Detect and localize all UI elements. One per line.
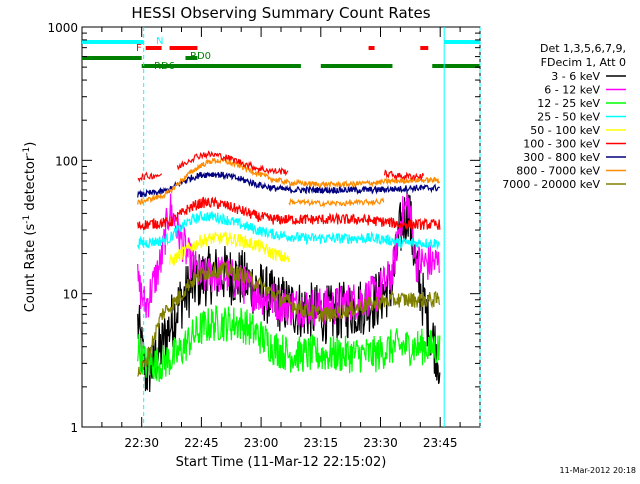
timestamp: 11-Mar-2012 20:18 <box>560 466 637 475</box>
x-tick-label: 22:45 <box>184 436 219 450</box>
flag-bars: N F RD0 RD6 <box>82 36 480 72</box>
flag-label-rd0: RD0 <box>190 51 211 62</box>
series-orange-low-segment <box>288 196 385 209</box>
x-tick-label: 22:30 <box>124 436 159 450</box>
legend-label: 3 - 6 keV <box>551 70 600 83</box>
series-red-high-segment <box>383 169 425 181</box>
series-300-800-kev <box>137 171 440 198</box>
series-line <box>137 260 441 377</box>
y-tick-label: 10 <box>63 288 78 302</box>
vertical-markers <box>143 27 481 427</box>
series-line <box>169 231 290 267</box>
legend-label: 7000 - 20000 keV <box>502 178 600 191</box>
series-7000-20000-kev <box>137 260 441 377</box>
legend-label: 100 - 300 keV <box>523 138 600 151</box>
series-line <box>137 211 441 251</box>
legend-label: 25 - 50 keV <box>537 111 600 124</box>
series-25-50-kev <box>137 211 441 251</box>
series-100-300-kev <box>137 196 441 231</box>
flag-label-n: N <box>156 36 163 47</box>
y-axis-label-sup1: -1 <box>22 215 32 224</box>
series-line <box>137 193 441 328</box>
series-6-12-kev <box>137 193 441 328</box>
legend-label: 6 - 12 keV <box>544 84 600 97</box>
y-tick-label: 1000 <box>47 21 78 35</box>
series-800-7000-kev <box>137 157 440 206</box>
y-axis-label-sup2: -1 <box>22 147 32 156</box>
y-axis-label-mid: detector <box>23 155 38 215</box>
legend-header-line1: Det 1,3,5,6,7,9, <box>540 42 626 55</box>
x-tick-label: 23:45 <box>423 436 458 450</box>
y-axis: 1 10 100 1000 <box>47 21 480 435</box>
series-line <box>137 157 440 206</box>
flag-label-rd6: RD6 <box>154 61 175 72</box>
series-red-high-segment <box>137 171 163 183</box>
x-axis: 22:30 22:45 23:00 23:15 23:30 23:45 <box>101 27 461 450</box>
series-line <box>137 304 441 382</box>
series-12-25-kev <box>137 304 441 382</box>
y-axis-label: Count Rate (s-1 detector-1) <box>22 142 38 313</box>
x-axis-label: Start Time (11-Mar-12 22:15:02) <box>176 455 387 470</box>
legend-label: 300 - 800 keV <box>523 151 600 164</box>
series-line <box>137 171 440 198</box>
y-tick-label: 100 <box>55 154 78 168</box>
x-tick-label: 23:00 <box>244 436 279 450</box>
plot-area <box>137 150 441 393</box>
flag-label-f: F <box>136 43 142 54</box>
chart-title: HESSI Observing Summary Count Rates <box>131 4 430 22</box>
series-red-high-segment <box>176 150 289 176</box>
legend-label: 800 - 7000 keV <box>516 165 600 178</box>
legend-label: 12 - 25 keV <box>537 97 600 110</box>
series-50-100-kev <box>169 231 290 267</box>
x-tick-label: 23:15 <box>304 436 339 450</box>
legend: Det 1,3,5,6,7,9, FDecim 1, Att 0 3 - 6 k… <box>502 42 626 191</box>
y-axis-label-main: Count Rate (s <box>23 224 38 313</box>
legend-label: 50 - 100 keV <box>530 124 600 137</box>
y-tick-label: 1 <box>70 421 78 435</box>
x-tick-label: 23:30 <box>363 436 398 450</box>
y-axis-label-end: ) <box>23 142 38 147</box>
legend-header-line2: FDecim 1, Att 0 <box>541 56 626 69</box>
series-line <box>137 196 441 231</box>
